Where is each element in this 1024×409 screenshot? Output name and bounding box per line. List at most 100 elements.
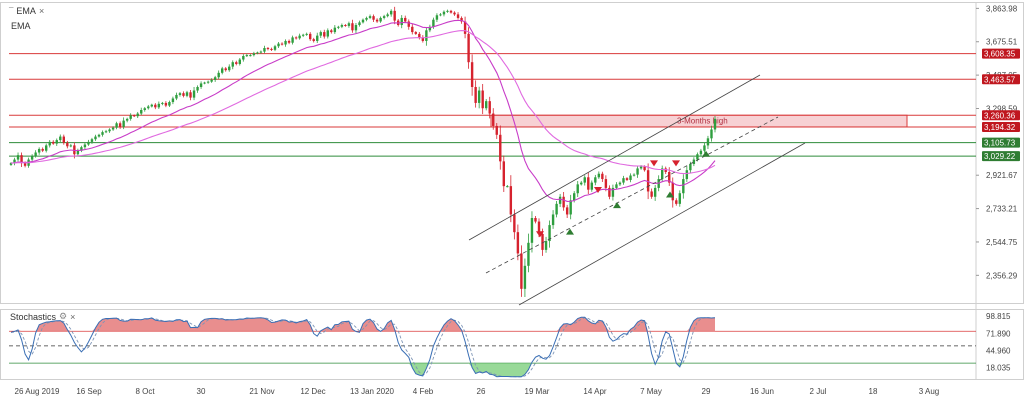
candle-body [562,196,565,208]
candle-body [474,86,477,103]
candle-body [104,131,108,133]
candle-body [583,177,586,183]
candle-body [76,150,80,155]
candle-body [273,46,277,50]
candle-body [675,200,678,204]
candle-body [52,141,55,144]
candle-body [509,186,513,215]
candle-body [488,101,491,114]
candle-body [534,218,537,222]
candle-body [499,134,502,162]
y-tick-label: 2,733.21 [986,205,1018,214]
ema-indicator-label-1[interactable]: ¯ EMA × [9,6,45,16]
candle-body [587,177,590,190]
candle-body [523,265,527,289]
candle-body [87,141,90,145]
three-month-high-zone [490,114,908,128]
channel-lower-line [518,142,806,306]
candle-body [326,30,329,37]
candle-body [597,173,601,178]
candle-body [453,12,456,15]
candle-body [601,173,604,180]
candle-body [386,14,389,17]
candle-body [435,15,439,20]
candle-body [625,178,629,180]
sell-arrow-icon [672,160,680,167]
candle-body [337,26,340,28]
candle-body [182,93,185,96]
candle-body [266,48,270,50]
candle-body [192,90,196,98]
candle-body [404,17,407,22]
candle-body [150,104,153,107]
candle-body [301,34,305,36]
candle-body [703,145,706,151]
ema-indicator-label-2[interactable]: EMA [11,21,31,31]
candle-body [492,113,495,126]
candle-body [115,123,118,128]
candle-body [94,136,97,140]
candle-body [20,155,23,164]
candle-body [713,118,717,130]
candle-body [541,233,544,250]
candle-body [604,179,608,188]
candle-body [646,170,650,192]
candle-body [175,94,178,99]
gear-icon[interactable]: ⚙ [59,311,68,321]
close-icon[interactable]: × [38,6,45,16]
candle-body [446,10,449,12]
candle-body [368,16,372,18]
candle-body [551,214,555,226]
candle-body [407,21,410,27]
candle-body [203,82,206,84]
candle-body [252,53,256,56]
x-tick-label: 4 Feb [413,387,434,396]
candle-body [393,10,396,21]
level-badge [982,74,1020,85]
candle-body [280,43,284,45]
sell-arrow-icon [536,231,544,238]
level-badge-label: 3,260.36 [984,111,1016,120]
candle-body [428,26,432,31]
candle-body [23,163,27,166]
candle-body [9,163,13,165]
candle-body [291,37,294,43]
x-tick-label: 13 Jan 2020 [350,387,395,396]
candle-body [118,123,122,127]
level-badge [982,110,1020,121]
candle-body [470,62,474,87]
candle-body [45,145,48,151]
candle-body [284,40,287,45]
close-icon[interactable]: × [70,311,76,322]
x-tick-label: 26 Aug 2019 [15,387,60,396]
level-badge-label: 3,105.73 [984,139,1016,148]
candle-body [210,79,213,82]
candle-body [48,141,51,146]
candle-body [558,196,562,204]
candle-body [565,207,569,215]
candle-body [340,25,344,27]
candle-body [361,19,365,23]
candle-body [418,33,421,38]
candle-body [668,171,671,183]
candle-body [136,113,139,117]
candle-body [59,136,62,141]
candle-body [411,26,414,33]
candle-body [527,242,530,266]
level-badge-label: 3,608.35 [984,50,1016,59]
candle-body [414,32,417,34]
candle-body [143,108,146,111]
level-badge [982,151,1020,162]
candle-body [622,178,625,183]
stochastics-indicator-label[interactable]: Stochastics ⚙ × [10,311,75,322]
buy-arrow-icon [702,150,710,157]
candle-body [122,120,125,127]
candle-body [37,148,41,153]
buy-arrow-icon [566,228,574,235]
candle-body [66,142,69,147]
candle-body [34,152,37,157]
price-panel [0,2,1024,304]
candle-body [425,30,428,41]
candle-body [129,115,132,119]
